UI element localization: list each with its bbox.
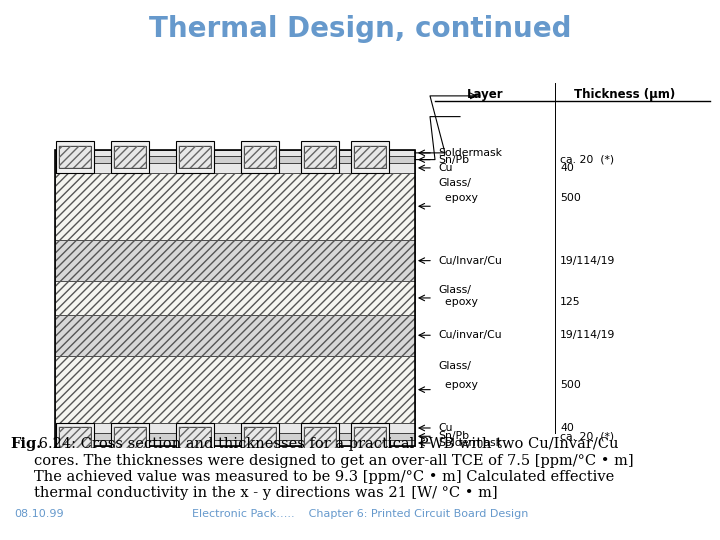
Bar <box>55 281 415 314</box>
Bar <box>114 146 146 168</box>
Text: 08.10.99: 08.10.99 <box>14 509 64 519</box>
Text: Cu: Cu <box>438 163 452 173</box>
Bar <box>179 428 211 450</box>
Bar <box>55 356 415 423</box>
Text: 500: 500 <box>560 193 581 204</box>
Bar <box>55 281 415 314</box>
Text: Electronic Pack…..    Chapter 6: Printed Circuit Board Design: Electronic Pack….. Chapter 6: Printed Ci… <box>192 509 528 519</box>
Bar <box>241 141 279 173</box>
Text: Cu: Cu <box>438 423 452 433</box>
Bar <box>111 141 149 173</box>
Text: 125: 125 <box>560 297 580 307</box>
Bar <box>304 428 336 450</box>
Bar <box>244 428 276 450</box>
Text: 19/114/19: 19/114/19 <box>560 255 616 266</box>
Bar <box>241 423 279 455</box>
Bar <box>304 146 336 168</box>
Bar <box>179 428 211 450</box>
Text: Sn/Pb: Sn/Pb <box>438 431 469 441</box>
Text: Glass/: Glass/ <box>438 178 471 188</box>
Bar <box>114 146 146 168</box>
Bar <box>111 423 149 455</box>
Text: Soldermask: Soldermask <box>438 438 502 448</box>
Bar <box>301 423 339 455</box>
Text: Sn/Pb: Sn/Pb <box>438 154 469 165</box>
Bar <box>55 173 415 240</box>
Bar <box>351 423 389 455</box>
Bar <box>59 146 91 168</box>
Bar <box>179 146 211 168</box>
Text: epoxy: epoxy <box>438 380 478 390</box>
Bar <box>56 423 94 455</box>
Text: Cu/invar/Cu: Cu/invar/Cu <box>438 330 502 340</box>
Bar <box>114 428 146 450</box>
Bar <box>59 146 91 168</box>
Text: Glass/: Glass/ <box>438 361 471 372</box>
Bar <box>179 146 211 168</box>
Bar <box>354 146 386 168</box>
Bar <box>55 156 415 163</box>
Bar <box>304 146 336 168</box>
Text: epoxy: epoxy <box>438 297 478 307</box>
Bar <box>354 428 386 450</box>
Text: 40: 40 <box>560 163 574 173</box>
Bar <box>55 150 415 156</box>
Text: 19/114/19: 19/114/19 <box>560 330 616 340</box>
Bar <box>55 314 415 356</box>
Bar <box>114 428 146 450</box>
Bar <box>55 314 415 356</box>
Bar <box>59 428 91 450</box>
Text: Thermal Design, continued: Thermal Design, continued <box>149 15 571 43</box>
Bar <box>176 423 214 455</box>
Text: Layer: Layer <box>467 87 503 100</box>
Text: Fig.: Fig. <box>11 437 42 451</box>
Bar <box>55 163 415 173</box>
Bar <box>55 433 415 440</box>
Bar <box>244 146 276 168</box>
Bar <box>244 428 276 450</box>
Bar <box>301 141 339 173</box>
Bar <box>244 146 276 168</box>
Bar <box>55 423 415 433</box>
Bar <box>55 240 415 281</box>
Bar <box>176 141 214 173</box>
Text: epoxy: epoxy <box>438 193 478 204</box>
Text: 40: 40 <box>560 423 574 433</box>
Bar <box>55 356 415 423</box>
Text: Glass/: Glass/ <box>438 285 471 295</box>
Text: 6.24: Cross section and thicknesses for a practical PWB with two Cu/Invar/Cu
cor: 6.24: Cross section and thicknesses for … <box>34 437 634 500</box>
Bar <box>304 428 336 450</box>
Bar <box>55 173 415 240</box>
Text: ca. 20  (*): ca. 20 (*) <box>560 431 614 441</box>
Bar <box>55 240 415 281</box>
Bar <box>56 141 94 173</box>
Bar <box>55 150 415 446</box>
Text: Cu/Invar/Cu: Cu/Invar/Cu <box>438 255 502 266</box>
Text: ca. 20  (*): ca. 20 (*) <box>560 154 614 165</box>
Bar <box>354 428 386 450</box>
Bar <box>59 428 91 450</box>
Text: 500: 500 <box>560 380 581 390</box>
Text: Soldermask: Soldermask <box>438 148 502 158</box>
Bar <box>351 141 389 173</box>
Bar <box>354 146 386 168</box>
Bar <box>55 440 415 446</box>
Text: Thickness (μm): Thickness (μm) <box>575 87 675 100</box>
